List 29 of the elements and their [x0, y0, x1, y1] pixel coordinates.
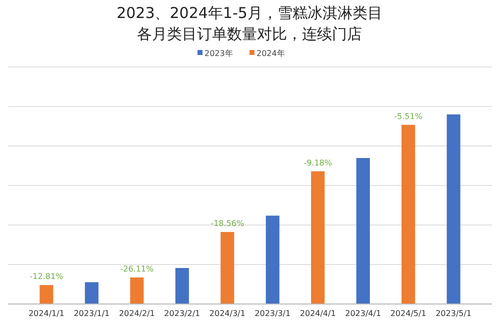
annotation: -18.56% — [210, 218, 244, 228]
annotation: -12.81% — [30, 272, 64, 282]
x-tick-label: 2024/2/1 — [118, 309, 155, 318]
bar — [356, 158, 370, 304]
x-tick-label: 2023/3/1 — [254, 309, 291, 318]
x-tick-label: 2024/1/1 — [28, 309, 64, 318]
annotation: -5.51% — [394, 112, 423, 121]
x-tick-label: 2024/5/1 — [390, 309, 426, 318]
annotation: -9.18% — [304, 158, 332, 168]
bar — [402, 124, 416, 304]
bar — [175, 268, 189, 304]
bar — [40, 285, 54, 304]
legend-label: 2024年 — [256, 49, 285, 58]
bar — [446, 114, 460, 304]
annotation: -26.11% — [120, 264, 154, 274]
x-tick-label: 2023/4/1 — [345, 309, 382, 318]
x-tick-label: 2024/4/1 — [300, 309, 336, 318]
bar — [266, 216, 280, 304]
bar — [130, 277, 144, 304]
x-tick-label: 2023/2/1 — [164, 309, 200, 318]
bar — [311, 171, 325, 304]
x-tick-label: 2023/5/1 — [436, 309, 472, 318]
legend-label: 2023年 — [204, 49, 233, 58]
chart-title: 2023、2024年1-5月，雪糕冰淇淋类目 — [116, 4, 382, 22]
x-tick-label: 2023/1/1 — [74, 309, 110, 318]
x-tick-label: 2024/3/1 — [209, 309, 246, 318]
bar — [220, 232, 234, 304]
chart-subtitle: 各月类目订单数量对比，连续门店 — [137, 25, 362, 43]
bar — [84, 282, 98, 304]
